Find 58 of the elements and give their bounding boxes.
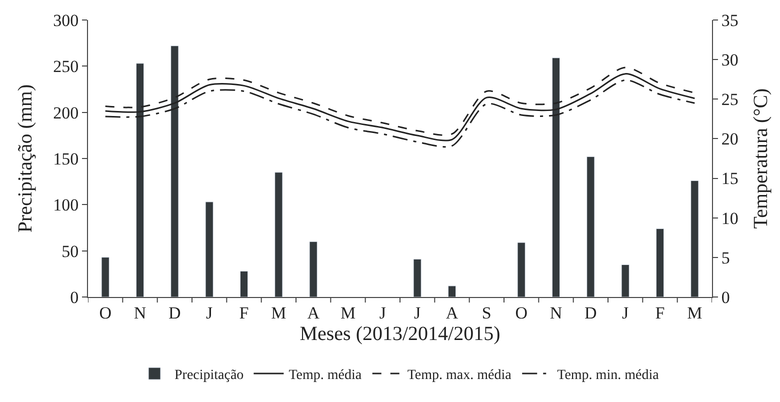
y-tick-label: 200 [53, 103, 79, 122]
x-tick-label: M [687, 303, 702, 322]
legend-label: Temp. max. média [407, 368, 512, 383]
bar [656, 228, 664, 297]
y-axis-title: Precipitação (mm) [14, 84, 37, 233]
y2-tick-label: 0 [721, 288, 730, 307]
x-tick-label: A [446, 303, 459, 322]
bar [690, 180, 699, 297]
x-tick-label: J [379, 303, 386, 322]
bar [517, 242, 526, 297]
y-tick-label: 300 [53, 10, 79, 30]
y2-tick-label: 35 [721, 10, 738, 30]
bar [240, 270, 248, 297]
x-tick-label: D [584, 303, 597, 322]
y-tick-label: 150 [53, 149, 79, 168]
x-tick-label: N [134, 303, 146, 322]
bar [621, 264, 630, 297]
y-tick-label: 250 [53, 57, 79, 76]
bar [448, 286, 456, 297]
legend-label: Temp. min. média [557, 368, 660, 383]
x-tick-label: J [206, 303, 214, 322]
legend-label: Temp. média [288, 368, 362, 383]
bar [136, 63, 144, 297]
bar [413, 258, 422, 297]
y2-tick-label: 20 [721, 130, 738, 149]
x-tick-label: J [622, 303, 630, 322]
y-tick-label: 0 [70, 288, 79, 307]
y2-axis-title: Temperatura (°C) [750, 88, 772, 229]
x-tick-label: F [239, 303, 249, 322]
x-axis-title: Meses (2013/2014/2015) [300, 322, 500, 345]
bar [205, 202, 214, 297]
bar [552, 58, 560, 297]
bar [309, 241, 318, 297]
y-tick-label: 50 [62, 242, 79, 261]
bar [586, 156, 595, 297]
bar [101, 257, 110, 297]
y2-tick-label: 30 [721, 50, 738, 70]
y2-tick-label: 25 [721, 90, 738, 110]
x-tick-label: M [340, 303, 356, 322]
y2-tick-label: 15 [721, 169, 738, 188]
line-series [104, 73, 696, 142]
legend-label: Precipitação [174, 368, 244, 383]
x-tick-label: F [655, 303, 665, 322]
x-tick-label: J [414, 303, 422, 322]
y2-tick-label: 5 [721, 248, 730, 268]
x-tick-label: S [482, 303, 492, 322]
x-tick-label: A [307, 303, 320, 322]
x-tick-label: M [271, 303, 286, 322]
line-series [104, 66, 696, 136]
x-tick-label: O [515, 303, 528, 322]
x-tick-label: O [99, 303, 112, 322]
x-tick-label: N [550, 303, 562, 322]
x-tick-label: D [168, 303, 181, 322]
y-tick-label: 100 [53, 196, 79, 215]
bar [170, 46, 179, 297]
y2-tick-label: 10 [721, 208, 738, 228]
line-series [104, 79, 696, 148]
bar [274, 172, 283, 297]
